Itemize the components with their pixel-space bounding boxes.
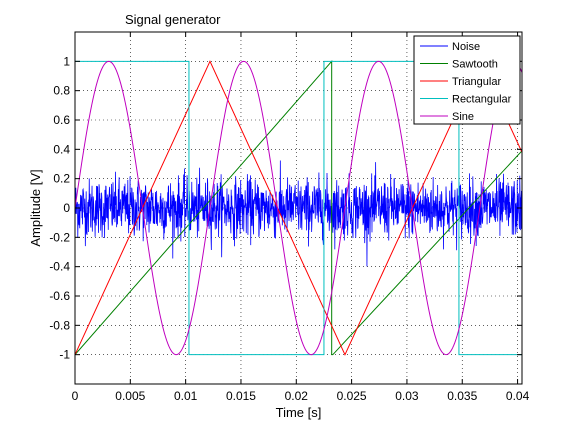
legend-box [413,35,521,125]
ticks [74,32,522,384]
series-line-rectangular [75,60,522,356]
x-tick-label: 0.015 [226,389,256,403]
y-tick-label: 0.8 [53,84,70,98]
series-line-noise [75,160,522,267]
y-tick-label: -0.8 [49,318,70,332]
x-tick-label: 0 [72,389,79,403]
series-line-sawtooth [75,59,522,356]
x-tick-label: 0.025 [337,389,367,403]
y-tick-label: 0.4 [53,142,70,156]
x-axis-label: Time [s] [276,405,322,420]
x-tick-label: 0.01 [174,389,198,403]
y-tick-labels: 1 0.8 0.6 0.4 0.2 0 -0.2 -0.4 -0.6 -0.8 -1 [49,54,70,361]
chart-title: Signal generator [125,12,221,27]
y-tick-label: -0.6 [49,289,70,303]
legend-label-sine: Sine [452,111,474,123]
x-tick-labels: 0 0.005 0.01 0.015 0.02 0.025 0.03 0.035 0.04 [72,389,530,403]
legend-label-rectangular: Rectangular [452,94,512,106]
y-tick-label: 0.6 [53,113,70,127]
x-tick-label: 0.02 [285,389,309,403]
y-tick-label: 0.2 [53,172,70,186]
y-axis-label: Amplitude [V] [28,169,43,246]
y-tick-label: -0.4 [49,260,70,274]
series-line-sine [75,60,522,356]
legend: Noise Sawtooth Triangular Rectangular Sine [413,35,521,125]
y-tick-label: -0.2 [49,230,70,244]
x-tick-label: 0.005 [115,389,145,403]
legend-label-sawtooth: Sawtooth [452,59,498,71]
series-layer [75,59,522,356]
x-tick-label: 0.04 [506,389,530,403]
y-tick-label: -1 [59,348,70,362]
legend-label-noise: Noise [452,41,480,53]
x-tick-label: 0.03 [395,389,419,403]
y-tick-label: 0 [63,201,70,215]
x-tick-label: 0.035 [447,389,477,403]
y-tick-label: 1 [63,54,70,68]
legend-label-triangular: Triangular [452,76,501,88]
